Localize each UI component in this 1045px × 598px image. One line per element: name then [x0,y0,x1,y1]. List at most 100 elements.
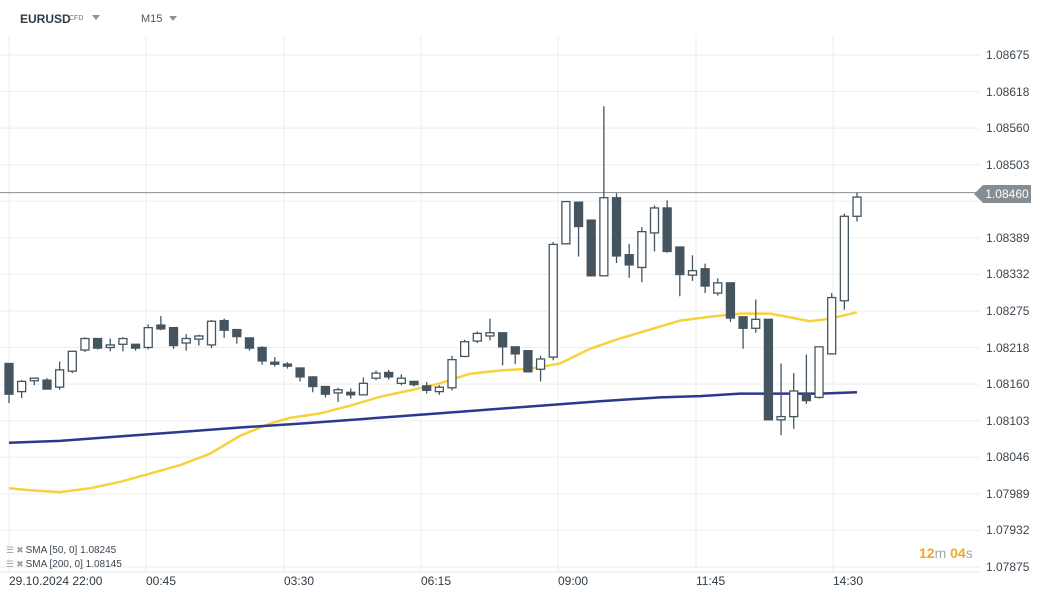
candle [624,254,634,266]
price-tick-label: 1.08560 [986,121,1030,136]
timeframe-dropdown-chevron-icon[interactable] [169,16,177,21]
candle [244,337,255,349]
symbol-selector[interactable]: EURUSD [20,12,71,26]
candle [763,318,774,421]
candle [219,319,229,331]
countdown-min-unit: m [934,545,947,561]
candle [738,316,748,329]
symbol-dropdown-chevron-icon[interactable] [92,15,100,20]
candle [485,332,495,337]
sma50-line [8,311,858,494]
price-tick-label: 1.08275 [986,303,1030,318]
candle [168,326,179,347]
price-tick-label: 1.08503 [986,157,1030,172]
candle [92,337,103,349]
candle [548,243,558,358]
candle [472,332,482,342]
candle [181,337,191,344]
countdown-sec-unit: s [965,545,973,561]
price-tick-label: 1.08389 [986,230,1030,245]
price-tick-label: 1.08618 [986,84,1030,99]
candle [687,270,698,276]
candle [67,350,77,372]
timeframe-selector[interactable]: M15 [141,13,163,25]
candle [282,363,293,367]
legend-sma200[interactable]: ☰ ✖ SMA [200, 0] 1.08145 [6,559,122,570]
candle [535,358,546,370]
candle [422,385,432,392]
settings-lines-icon[interactable]: ☰ [6,545,15,555]
candle [814,346,824,399]
candle [346,391,356,396]
time-tick-label: 11:45 [696,574,726,588]
candle [396,377,407,384]
current-price-tag: 1.08460 [983,185,1031,203]
candle [827,296,837,355]
candle-countdown: 12m 04s [919,545,973,561]
price-tick-label: 1.08160 [986,377,1030,392]
candle [434,386,444,393]
candle [510,346,520,355]
candle [751,318,761,329]
candle [17,380,27,393]
candle [371,372,381,379]
candle [194,335,204,340]
candle [675,246,685,276]
time-tick-label: 09:00 [558,574,589,588]
candle [4,362,14,395]
candle [232,328,242,338]
candle [649,207,660,234]
candle [333,389,343,394]
candle [725,282,736,319]
candle [308,376,318,388]
candle [156,324,166,330]
candle [776,415,786,421]
legend-sma50[interactable]: ☰ ✖ SMA [50, 0] 1.08245 [6,545,116,556]
candle [42,379,52,390]
remove-indicator-icon[interactable]: ✖ [16,559,24,569]
candle [105,344,115,349]
candle [801,393,812,402]
candle [573,201,584,228]
candle [143,326,153,349]
price-tick-label: 1.08046 [986,450,1030,465]
candle [611,197,622,257]
candle [130,343,141,349]
candle [257,346,267,362]
candle [29,377,39,382]
candle [789,390,799,418]
candle [320,385,331,395]
candle [384,371,394,378]
candle [409,380,419,386]
candle [295,367,305,378]
candle [118,337,128,345]
price-tick-label: 1.07989 [986,486,1030,501]
current-price-arrow-icon [974,185,983,203]
candle [662,207,672,253]
price-tick-label: 1.08332 [986,267,1030,282]
price-tick-label: 1.08675 [986,48,1030,62]
time-tick-label: 03:30 [284,574,315,588]
candle [561,200,571,245]
countdown-minutes: 12 [919,545,935,561]
time-tick-label: 14:30 [833,574,864,588]
time-tick-label: 06:15 [421,574,452,588]
candle [586,219,596,277]
candle [839,215,849,302]
settings-lines-icon[interactable]: ☰ [6,559,15,569]
candle [459,341,470,358]
candle [358,382,369,396]
candle [80,337,90,351]
chart-header: EURUSD CFD M15 [0,0,1045,36]
candle [447,358,457,389]
candle [852,196,862,217]
countdown-seconds: 04 [950,545,966,561]
price-tick-label: 1.08103 [986,413,1030,428]
candle [700,268,710,287]
legend-sma200-label: SMA [200, 0] 1.08145 [25,559,122,570]
remove-indicator-icon[interactable]: ✖ [16,545,24,555]
price-tick-label: 1.07932 [986,523,1030,538]
candle [497,332,508,348]
candle [270,361,280,365]
